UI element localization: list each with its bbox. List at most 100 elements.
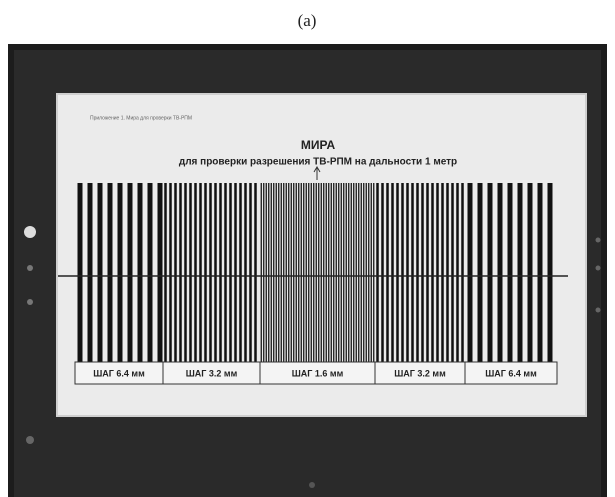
stripe [164, 183, 167, 362]
stripe [396, 183, 399, 362]
caption: (a) [298, 11, 317, 30]
stripe [446, 183, 449, 362]
stripe [303, 183, 305, 362]
stripe [137, 183, 143, 362]
stripe [117, 183, 123, 362]
stripe [318, 183, 320, 362]
stripe [244, 183, 247, 362]
stripe [406, 183, 409, 362]
stripe [204, 183, 207, 362]
stripe [219, 183, 222, 362]
stripe [373, 183, 375, 362]
stripe [517, 183, 523, 362]
stripe [426, 183, 429, 362]
stripe [421, 183, 424, 362]
stripe [370, 183, 372, 362]
stripe [323, 183, 325, 362]
stripe [313, 183, 315, 362]
stripe [280, 183, 282, 362]
stripe [224, 183, 227, 362]
stripe [333, 183, 335, 362]
group-label: ШАГ 6.4 мм [93, 368, 145, 378]
stripe [360, 183, 362, 362]
stripe [97, 183, 103, 362]
stripe [487, 183, 493, 362]
stripe [275, 183, 277, 362]
stripe [254, 183, 257, 362]
stripe [260, 183, 262, 362]
stripe [268, 183, 270, 362]
stripe [127, 183, 133, 362]
stripe [295, 183, 297, 362]
button [27, 265, 33, 271]
stripe [288, 183, 290, 362]
stripe [467, 183, 473, 362]
stripe [305, 183, 307, 362]
button [595, 265, 601, 271]
stripe [350, 183, 352, 362]
stripe [285, 183, 287, 362]
stripe [249, 183, 252, 362]
stripe [340, 183, 342, 362]
stripe [365, 183, 367, 362]
stripe [308, 183, 310, 362]
stripe [345, 183, 347, 362]
stripe [293, 183, 295, 362]
stripe [174, 183, 177, 362]
stripe [381, 183, 384, 362]
stripe [194, 183, 197, 362]
group-label: ШАГ 6.4 мм [485, 368, 537, 378]
stripe [431, 183, 434, 362]
stripe [353, 183, 355, 362]
stripe [330, 183, 332, 362]
button [27, 299, 33, 305]
stripe [363, 183, 365, 362]
stripe [358, 183, 360, 362]
stripe [265, 183, 267, 362]
stripe [209, 183, 212, 362]
stripe [386, 183, 389, 362]
stripe [368, 183, 370, 362]
title: МИРА [301, 138, 336, 152]
labels: ШАГ 6.4 мм ШАГ 3.2 мм ШАГ 1.6 мм ШАГ 3.2 мм… [74, 361, 558, 385]
stripe [376, 183, 379, 362]
stripe [355, 183, 357, 362]
stripe [234, 183, 237, 362]
stripe [189, 183, 192, 362]
stripe [461, 183, 464, 362]
stripe [263, 183, 265, 362]
stripe [507, 183, 513, 362]
stripe [315, 183, 317, 362]
stripe [298, 183, 300, 362]
stripe [290, 183, 292, 362]
stripe [300, 183, 302, 362]
stripe [497, 183, 503, 362]
stripe [335, 183, 337, 362]
stripe [411, 183, 414, 362]
arrow-head [313, 166, 321, 173]
stripe [214, 183, 217, 362]
stripe [157, 183, 163, 362]
stripe [229, 183, 232, 362]
stripe [273, 183, 275, 362]
stripe [328, 183, 330, 362]
stripe [77, 183, 83, 362]
stripe [320, 183, 322, 362]
stripe [169, 183, 172, 362]
stripe [416, 183, 419, 362]
button [595, 307, 601, 313]
stripe [270, 183, 272, 362]
stripe [537, 183, 543, 362]
group-label: ШАГ 1.6 мм [292, 368, 344, 378]
button [24, 226, 36, 238]
stripe [527, 183, 533, 362]
stripe [283, 183, 285, 362]
label-box [464, 361, 558, 385]
stripe [451, 183, 454, 362]
stripe [401, 183, 404, 362]
stripe [147, 183, 153, 362]
stripe [107, 183, 113, 362]
stripe [441, 183, 444, 362]
button [26, 436, 34, 444]
